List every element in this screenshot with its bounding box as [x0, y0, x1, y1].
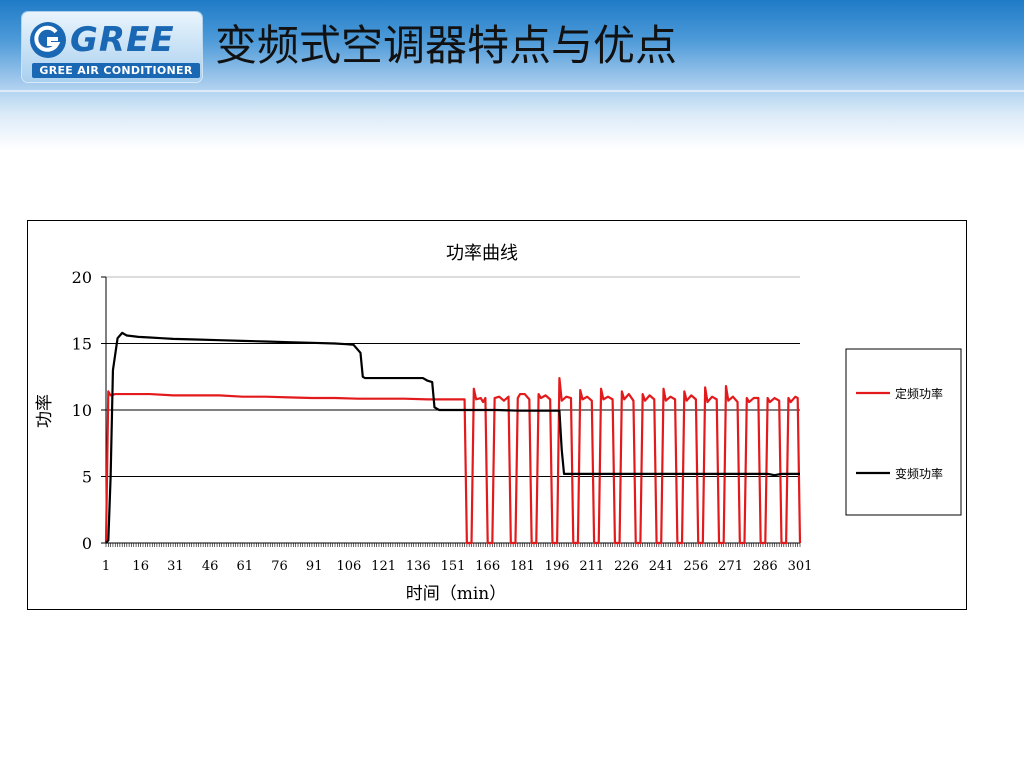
- y-axis-label: 功率: [35, 394, 55, 428]
- series-lines: [104, 331, 802, 545]
- x-tick-label-31: 31: [167, 559, 184, 574]
- series-line-2: [105, 331, 800, 544]
- series-line-1: [104, 376, 802, 545]
- legend-label-1: 定频功率: [895, 386, 943, 401]
- x-tick-label-226: 226: [614, 559, 639, 574]
- x-tick-label-241: 241: [649, 559, 674, 574]
- x-tick-labels: 1 16 31 46 61 76 91 106 121 136 151 166 181 196 211 226…: [102, 559, 813, 574]
- gree-logo-mark-icon: [30, 22, 66, 58]
- logo-subtitle: GREE AIR CONDITIONER: [32, 63, 200, 78]
- legend-box: [845, 348, 962, 516]
- x-tick-label-301: 301: [788, 559, 813, 574]
- x-tick-label-91: 91: [306, 559, 323, 574]
- y-tick-label-10: 10: [72, 401, 92, 420]
- slide-title: 变频式空调器特点与优点: [215, 21, 678, 70]
- x-tick-label-181: 181: [510, 559, 535, 574]
- x-axis-label: 时间（min）: [406, 584, 507, 604]
- x-tick-label-46: 46: [202, 559, 219, 574]
- y-tick-label-15: 15: [72, 335, 92, 354]
- y-tick-labels: 0 5 10 15 20: [72, 268, 92, 553]
- x-tick-label-196: 196: [545, 559, 570, 574]
- x-tick-label-16: 16: [132, 559, 149, 574]
- x-tick-label-121: 121: [371, 559, 396, 574]
- x-tick-label-256: 256: [683, 559, 708, 574]
- x-minor-ticks: [105, 543, 801, 547]
- chart-frame: 功率曲线 0 5 10 15 20 1 16 31 46 61 76 91 106 121 136 151 1…: [27, 220, 967, 610]
- x-tick-label-271: 271: [718, 559, 743, 574]
- legend-label-2: 变频功率: [895, 466, 943, 481]
- logo-word: GREE: [70, 20, 175, 60]
- x-tick-label-211: 211: [579, 559, 604, 574]
- x-tick-label-106: 106: [336, 559, 361, 574]
- x-tick-label-286: 286: [753, 559, 778, 574]
- x-tick-label-151: 151: [441, 559, 466, 574]
- x-tick-label-166: 166: [475, 559, 500, 574]
- header-divider: [0, 90, 1024, 92]
- gree-logo: GREE GREE AIR CONDITIONER: [22, 12, 202, 82]
- x-tick-label-61: 61: [237, 559, 254, 574]
- axes: [101, 276, 801, 547]
- y-tick-label-20: 20: [72, 268, 92, 287]
- chart-title: 功率曲线: [446, 243, 518, 264]
- x-tick-label-1: 1: [102, 559, 110, 574]
- y-tick-label-0: 0: [82, 534, 92, 553]
- x-tick-label-76: 76: [271, 559, 288, 574]
- x-tick-label-136: 136: [406, 559, 431, 574]
- y-tick-label-5: 5: [82, 468, 92, 487]
